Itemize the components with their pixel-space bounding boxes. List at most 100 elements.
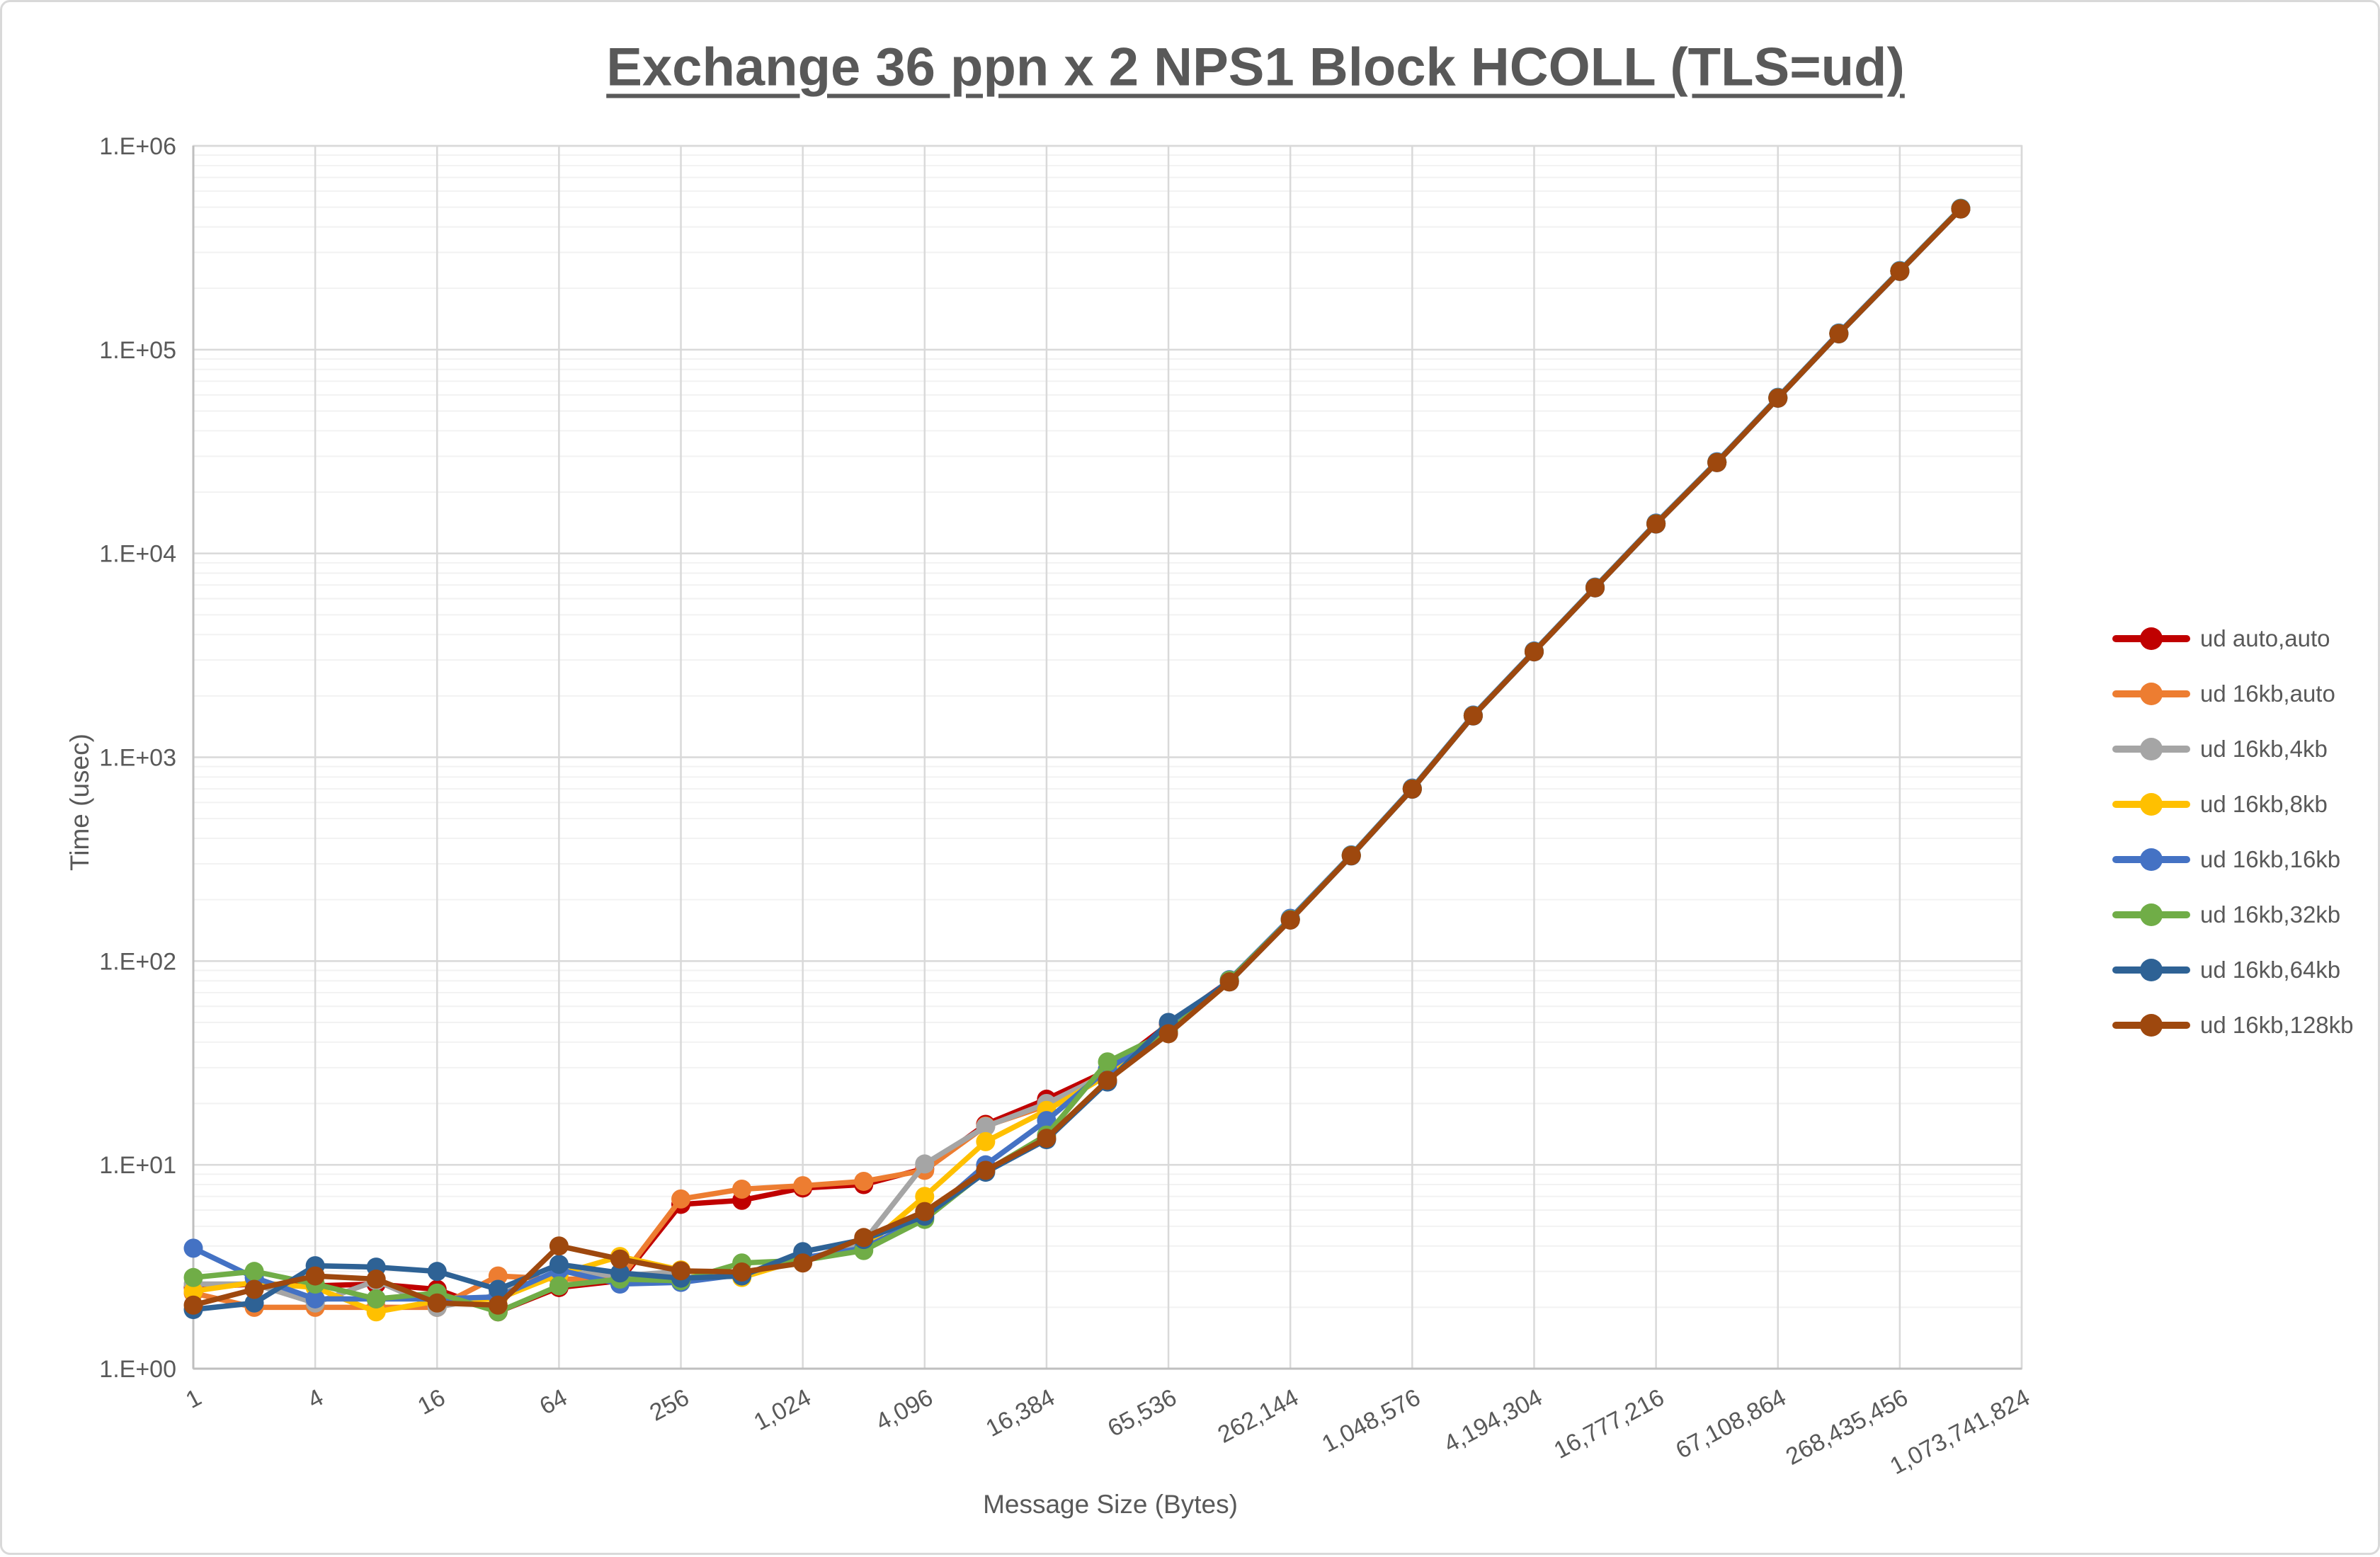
data-point-ud-16kb-128kb-4096 [915, 1202, 935, 1221]
legend-marker-icon [2112, 792, 2190, 816]
data-point-ud-16kb-128kb-65536 [1158, 1024, 1178, 1044]
data-point-ud-16kb-128kb-16384 [1037, 1129, 1057, 1148]
x-tick-label: 67,108,864 [1671, 1384, 1790, 1464]
x-tick-label: 4 [303, 1384, 328, 1414]
legend-marker-icon [2112, 737, 2190, 761]
series-ud-16kb-8kb [183, 199, 1971, 1322]
data-point-ud-16kb-16kb-4 [305, 1289, 325, 1308]
data-point-ud-16kb-128kb-32 [488, 1295, 508, 1315]
y-tick-label: 1.E+05 [99, 337, 176, 364]
x-tick-label: 1,073,741,824 [1886, 1384, 2034, 1481]
data-point-ud-16kb-128kb-67108864 [1768, 388, 1788, 408]
data-point-ud-16kb-32kb-2 [244, 1262, 264, 1282]
legend-label: ud 16kb,auto [2200, 680, 2335, 707]
x-tick-label: 1 [181, 1384, 206, 1414]
legend-item-ud-auto-auto: ud auto,auto [2112, 611, 2354, 666]
data-point-ud-16kb-128kb-1024 [793, 1253, 813, 1273]
data-point-ud-16kb-128kb-33554432 [1707, 452, 1727, 472]
data-point-ud-16kb-64kb-2 [244, 1293, 264, 1313]
data-point-ud-16kb-128kb-32768 [1098, 1071, 1117, 1090]
data-point-ud-16kb-128kb-8388608 [1585, 578, 1605, 598]
y-tick-label: 1.E+04 [99, 541, 176, 568]
series-line-ud-16kb-32kb [190, 205, 1964, 1315]
legend-label: ud 16kb,64kb [2200, 957, 2341, 983]
data-point-ud-16kb-32kb-64 [549, 1276, 569, 1296]
y-tick-label: 1.E+03 [99, 745, 176, 772]
data-point-ud-16kb-128kb-16 [427, 1293, 447, 1313]
data-point-ud-16kb-auto-32 [488, 1266, 508, 1286]
data-point-ud-16kb-16kb-1 [183, 1238, 203, 1258]
data-point-ud-16kb-128kb-1048576 [1402, 779, 1422, 799]
legend-item-ud-16kb-16kb: ud 16kb,16kb [2112, 832, 2354, 887]
series-ud-16kb-32kb [183, 199, 1971, 1322]
legend-label: ud 16kb,16kb [2200, 846, 2341, 872]
legend-marker-icon [2112, 682, 2190, 706]
y-tick-label: 1.E+01 [99, 1152, 176, 1179]
series-ud-16kb-128kb [183, 199, 1971, 1315]
x-tick-label: 1,048,576 [1318, 1384, 1425, 1459]
legend-item-ud-16kb-4kb: ud 16kb,4kb [2112, 722, 2354, 777]
data-point-ud-16kb-auto-1024 [793, 1176, 813, 1196]
x-tick-label: 16,384 [981, 1384, 1059, 1442]
series-line-ud-16kb-8kb [190, 205, 1964, 1315]
legend-item-ud-16kb-auto: ud 16kb,auto [2112, 666, 2354, 722]
series-line-ud-16kb-128kb [190, 206, 1964, 1308]
data-point-ud-16kb-4kb-4096 [915, 1154, 935, 1174]
data-point-ud-16kb-128kb-4 [305, 1266, 325, 1286]
legend-marker-icon [2112, 903, 2190, 927]
x-tick-label: 16,777,216 [1549, 1384, 1668, 1464]
data-point-ud-16kb-64kb-128 [610, 1263, 630, 1283]
data-point-ud-16kb-128kb-262144 [1280, 910, 1300, 930]
data-point-ud-16kb-128kb-131072 [1219, 972, 1239, 992]
data-point-ud-16kb-auto-512 [732, 1179, 752, 1199]
x-tick-label: 1,024 [749, 1384, 815, 1437]
data-point-ud-16kb-128kb-2 [244, 1279, 264, 1299]
series-ud-16kb-64kb [183, 199, 1971, 1320]
data-point-ud-16kb-128kb-268435456 [1890, 261, 1910, 281]
legend-item-ud-16kb-32kb: ud 16kb,32kb [2112, 887, 2354, 942]
x-tick-labels: 1 4 16 64 256 1,024 4,096 16,384 65,536 262,144 1,… [181, 1384, 2034, 1481]
minor-gridlines [193, 154, 2022, 1308]
legend-marker-icon [2112, 1013, 2190, 1037]
y-tick-label: 1.E+02 [99, 948, 176, 975]
data-point-ud-16kb-4kb-8192 [976, 1117, 996, 1136]
x-tick-label: 16 [414, 1384, 450, 1420]
y-tick-labels: 1.E+00 1.E+01 1.E+02 1.E+03 1.E+04 1.E+05 1.E+… [99, 133, 176, 1383]
data-point-ud-16kb-128kb-2048 [854, 1228, 874, 1248]
legend-item-ud-16kb-8kb: ud 16kb,8kb [2112, 777, 2354, 832]
legend-item-ud-16kb-128kb: ud 16kb,128kb [2112, 998, 2354, 1053]
x-axis-title: Message Size (Bytes) [983, 1490, 1238, 1519]
data-point-ud-16kb-128kb-536870912 [1951, 199, 1971, 219]
legend: ud auto,auto ud 16kb,auto ud 16kb,4kb ud 16… [2112, 611, 2354, 1053]
data-point-ud-16kb-128kb-512 [732, 1262, 752, 1282]
x-tick-label: 4,194,304 [1440, 1384, 1547, 1459]
x-tick-label: 256 [645, 1384, 693, 1427]
series-line-ud-16kb-16kb [190, 205, 1964, 1302]
x-tick-label: 64 [535, 1384, 571, 1420]
data-point-ud-16kb-64kb-32 [488, 1279, 508, 1299]
data-point-ud-16kb-32kb-1 [183, 1267, 203, 1287]
x-tick-label: 262,144 [1214, 1384, 1303, 1449]
data-point-ud-16kb-128kb-134217728 [1829, 324, 1849, 343]
legend-label: ud auto,auto [2200, 625, 2330, 651]
chart-title: Exchange 36 ppn x 2 NPS1 Block HCOLL (TL… [606, 37, 1905, 98]
data-point-ud-16kb-128kb-128 [610, 1249, 630, 1269]
data-point-ud-16kb-128kb-16777216 [1646, 514, 1666, 534]
data-point-ud-16kb-128kb-8192 [976, 1160, 996, 1180]
series-line-ud-auto-auto [190, 205, 1964, 1315]
data-point-ud-16kb-auto-2048 [854, 1171, 874, 1191]
legend-label: ud 16kb,8kb [2200, 791, 2328, 817]
series-ud-auto-auto [183, 199, 1971, 1322]
data-point-ud-16kb-128kb-2097152 [1463, 706, 1483, 726]
data-point-ud-16kb-8kb-8192 [976, 1131, 996, 1151]
data-point-ud-16kb-32kb-8 [366, 1289, 386, 1308]
series-line-ud-16kb-64kb [190, 206, 1964, 1313]
data-point-ud-16kb-64kb-16 [427, 1262, 447, 1282]
data-point-ud-16kb-64kb-64 [549, 1255, 569, 1274]
data-point-ud-16kb-128kb-4194304 [1524, 642, 1544, 662]
legend-item-ud-16kb-64kb: ud 16kb,64kb [2112, 942, 2354, 998]
data-point-ud-16kb-128kb-524288 [1341, 845, 1361, 865]
series-ud-16kb-16kb [183, 198, 1971, 1308]
